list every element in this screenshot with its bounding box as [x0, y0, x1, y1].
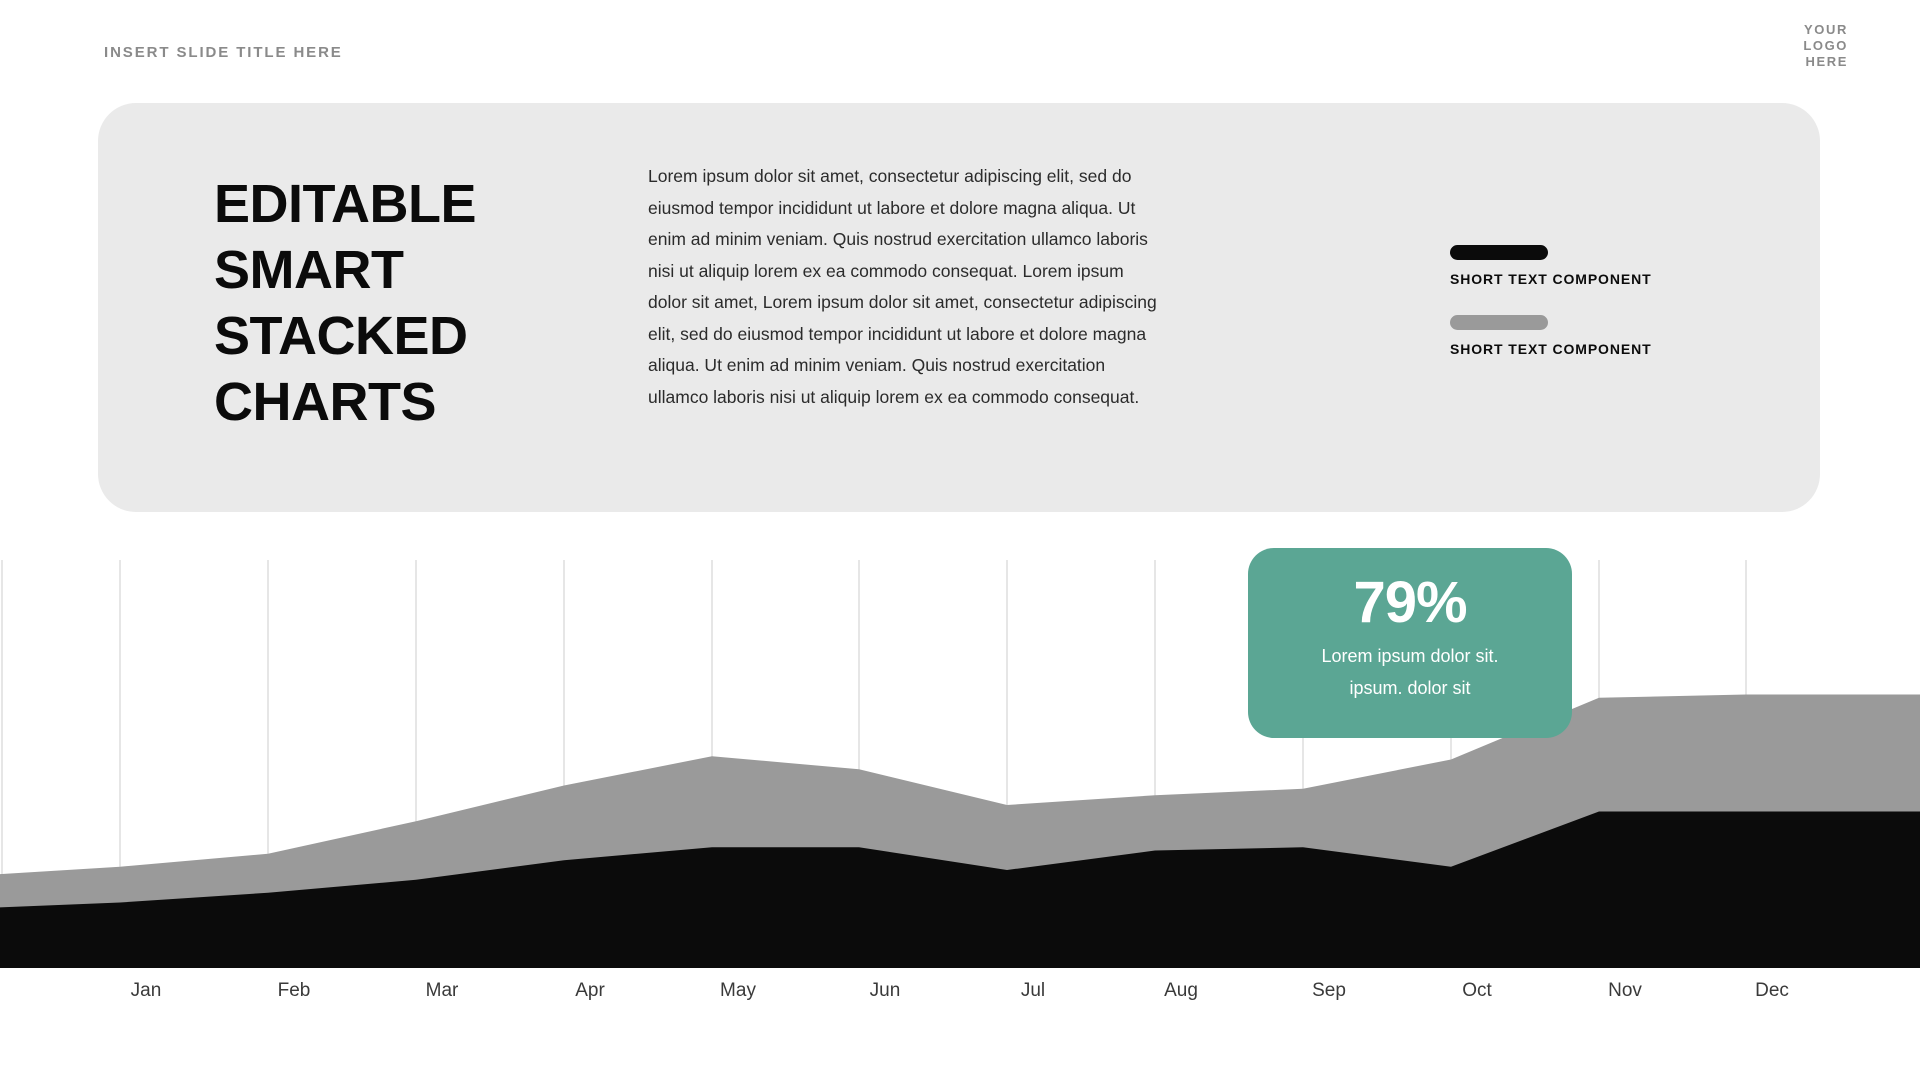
legend-swatch-grey-icon: [1450, 315, 1548, 330]
chart-svg: [0, 560, 1920, 968]
axis-label-feb: Feb: [277, 980, 311, 1001]
stacked-area-chart: [0, 548, 1920, 968]
callout-badge[interactable]: 79% Lorem ipsum dolor sit. ipsum. dolor …: [1248, 548, 1572, 738]
logo-line-2: LOGO: [1803, 38, 1848, 53]
logo-line-3: HERE: [1805, 54, 1848, 69]
legend-label-1: SHORT TEXT COMPONENT: [1450, 271, 1652, 287]
callout-text: Lorem ipsum dolor sit. ipsum. dolor sit: [1295, 640, 1525, 704]
callout-text-line-1: Lorem ipsum dolor sit.: [1321, 646, 1499, 666]
axis-label-dec: Dec: [1755, 980, 1789, 1001]
info-card: EDITABLE SMART STACKED CHARTS Lorem ipsu…: [98, 103, 1820, 512]
callout-text-line-2: ipsum. dolor sit: [1349, 678, 1471, 698]
axis-label-nov: Nov: [1608, 980, 1642, 1001]
headline: EDITABLE SMART STACKED CHARTS: [214, 174, 477, 432]
axis-label-aug: Aug: [1164, 980, 1198, 1001]
logo-line-1: YOUR: [1804, 22, 1848, 37]
axis-label-mar: Mar: [425, 980, 459, 1001]
page-title: INSERT SLIDE TITLE HERE: [104, 44, 343, 61]
legend-label-2: SHORT TEXT COMPONENT: [1450, 341, 1652, 357]
legend-swatch-black-icon: [1450, 245, 1548, 260]
legend-item-1[interactable]: SHORT TEXT COMPONENT: [1450, 245, 1710, 287]
axis-label-jun: Jun: [869, 980, 901, 1001]
axis-label-apr: Apr: [575, 980, 605, 1001]
chart-x-axis-labels: Jan Feb Mar Apr May Jun Jul Aug Sep Oct Nov Dec: [0, 980, 1920, 1020]
axis-label-sep: Sep: [1312, 980, 1346, 1001]
legend-item-2[interactable]: SHORT TEXT COMPONENT: [1450, 315, 1710, 357]
axis-label-oct: Oct: [1462, 980, 1492, 1001]
axis-label-may: May: [720, 980, 756, 1001]
callout-value: 79%: [1353, 570, 1467, 635]
axis-label-jan: Jan: [130, 980, 162, 1001]
legend: SHORT TEXT COMPONENT SHORT TEXT COMPONEN…: [1450, 245, 1710, 385]
axis-label-jul: Jul: [1020, 980, 1046, 1001]
body-paragraph: Lorem ipsum dolor sit amet, consectetur …: [648, 166, 1157, 407]
chart-series-black-area: [0, 811, 1920, 968]
logo: YOUR LOGO HERE: [1803, 22, 1848, 70]
